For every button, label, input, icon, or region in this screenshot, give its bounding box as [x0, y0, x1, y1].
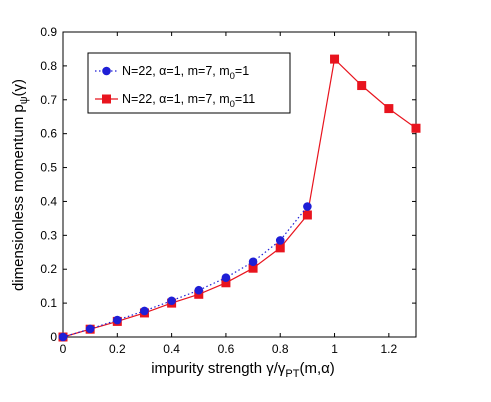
series-line [62, 206, 308, 338]
x-tick-label: 0 [60, 342, 67, 356]
series-0 [58, 202, 312, 342]
data-point [275, 236, 285, 245]
y-axis-label: dimensionless momentum pψ(γ) [10, 79, 30, 291]
legend-marker [102, 94, 111, 104]
y-tick-label: 0.2 [40, 262, 57, 276]
y-tick-label: 0.8 [40, 59, 57, 73]
y-tick-label: 0.7 [40, 93, 57, 107]
series-layer [58, 54, 421, 342]
x-tick-label: 0.8 [272, 342, 289, 356]
y-tick-label: 0.9 [40, 25, 57, 39]
x-tick-label: 1.2 [381, 342, 398, 356]
data-point [330, 54, 340, 64]
data-point [85, 324, 95, 334]
y-tick-label: 0 [50, 330, 57, 344]
data-point [194, 285, 204, 295]
y-tick-label: 0.4 [40, 194, 57, 208]
series-line [62, 57, 417, 338]
x-tick-label: 0.6 [218, 342, 235, 356]
data-point [384, 104, 394, 114]
data-point [58, 332, 68, 342]
x-tick-label: 0.4 [163, 342, 180, 356]
data-point [357, 81, 367, 91]
data-point [275, 243, 285, 253]
x-axis-label: impurity strength γ/γPT(m,α) [151, 360, 335, 380]
x-tick-label: 0.2 [109, 342, 126, 356]
y-tick-label: 0.3 [40, 228, 57, 242]
data-point [167, 296, 176, 306]
data-point [140, 306, 149, 316]
legend-label: N=22, α=1, m=7, m0=11 [122, 92, 255, 110]
data-point [248, 257, 258, 267]
data-point [411, 123, 421, 133]
x-tick-label: 1 [331, 342, 338, 356]
tick-labels: 0 0.2 0.4 0.6 0.8 1 1.2 0 0.1 0.2 0.3 0.4 0.5 0.6 0.7 0… [40, 25, 397, 356]
legend-label: N=22, α=1, m=7, m0=1 [122, 64, 249, 82]
y-tick-label: 0.5 [40, 161, 57, 175]
data-point [302, 210, 312, 220]
data-point [221, 273, 231, 282]
legend-marker [102, 66, 111, 76]
data-point [303, 202, 312, 211]
y-tick-label: 0.6 [40, 127, 57, 141]
data-point [113, 315, 122, 325]
y-tick-label: 0.1 [40, 296, 57, 310]
legend-box [87, 52, 291, 114]
legend: N=22, α=1, m=7, m0=1 N=22, α=1, m=7, m0=1… [87, 52, 291, 114]
